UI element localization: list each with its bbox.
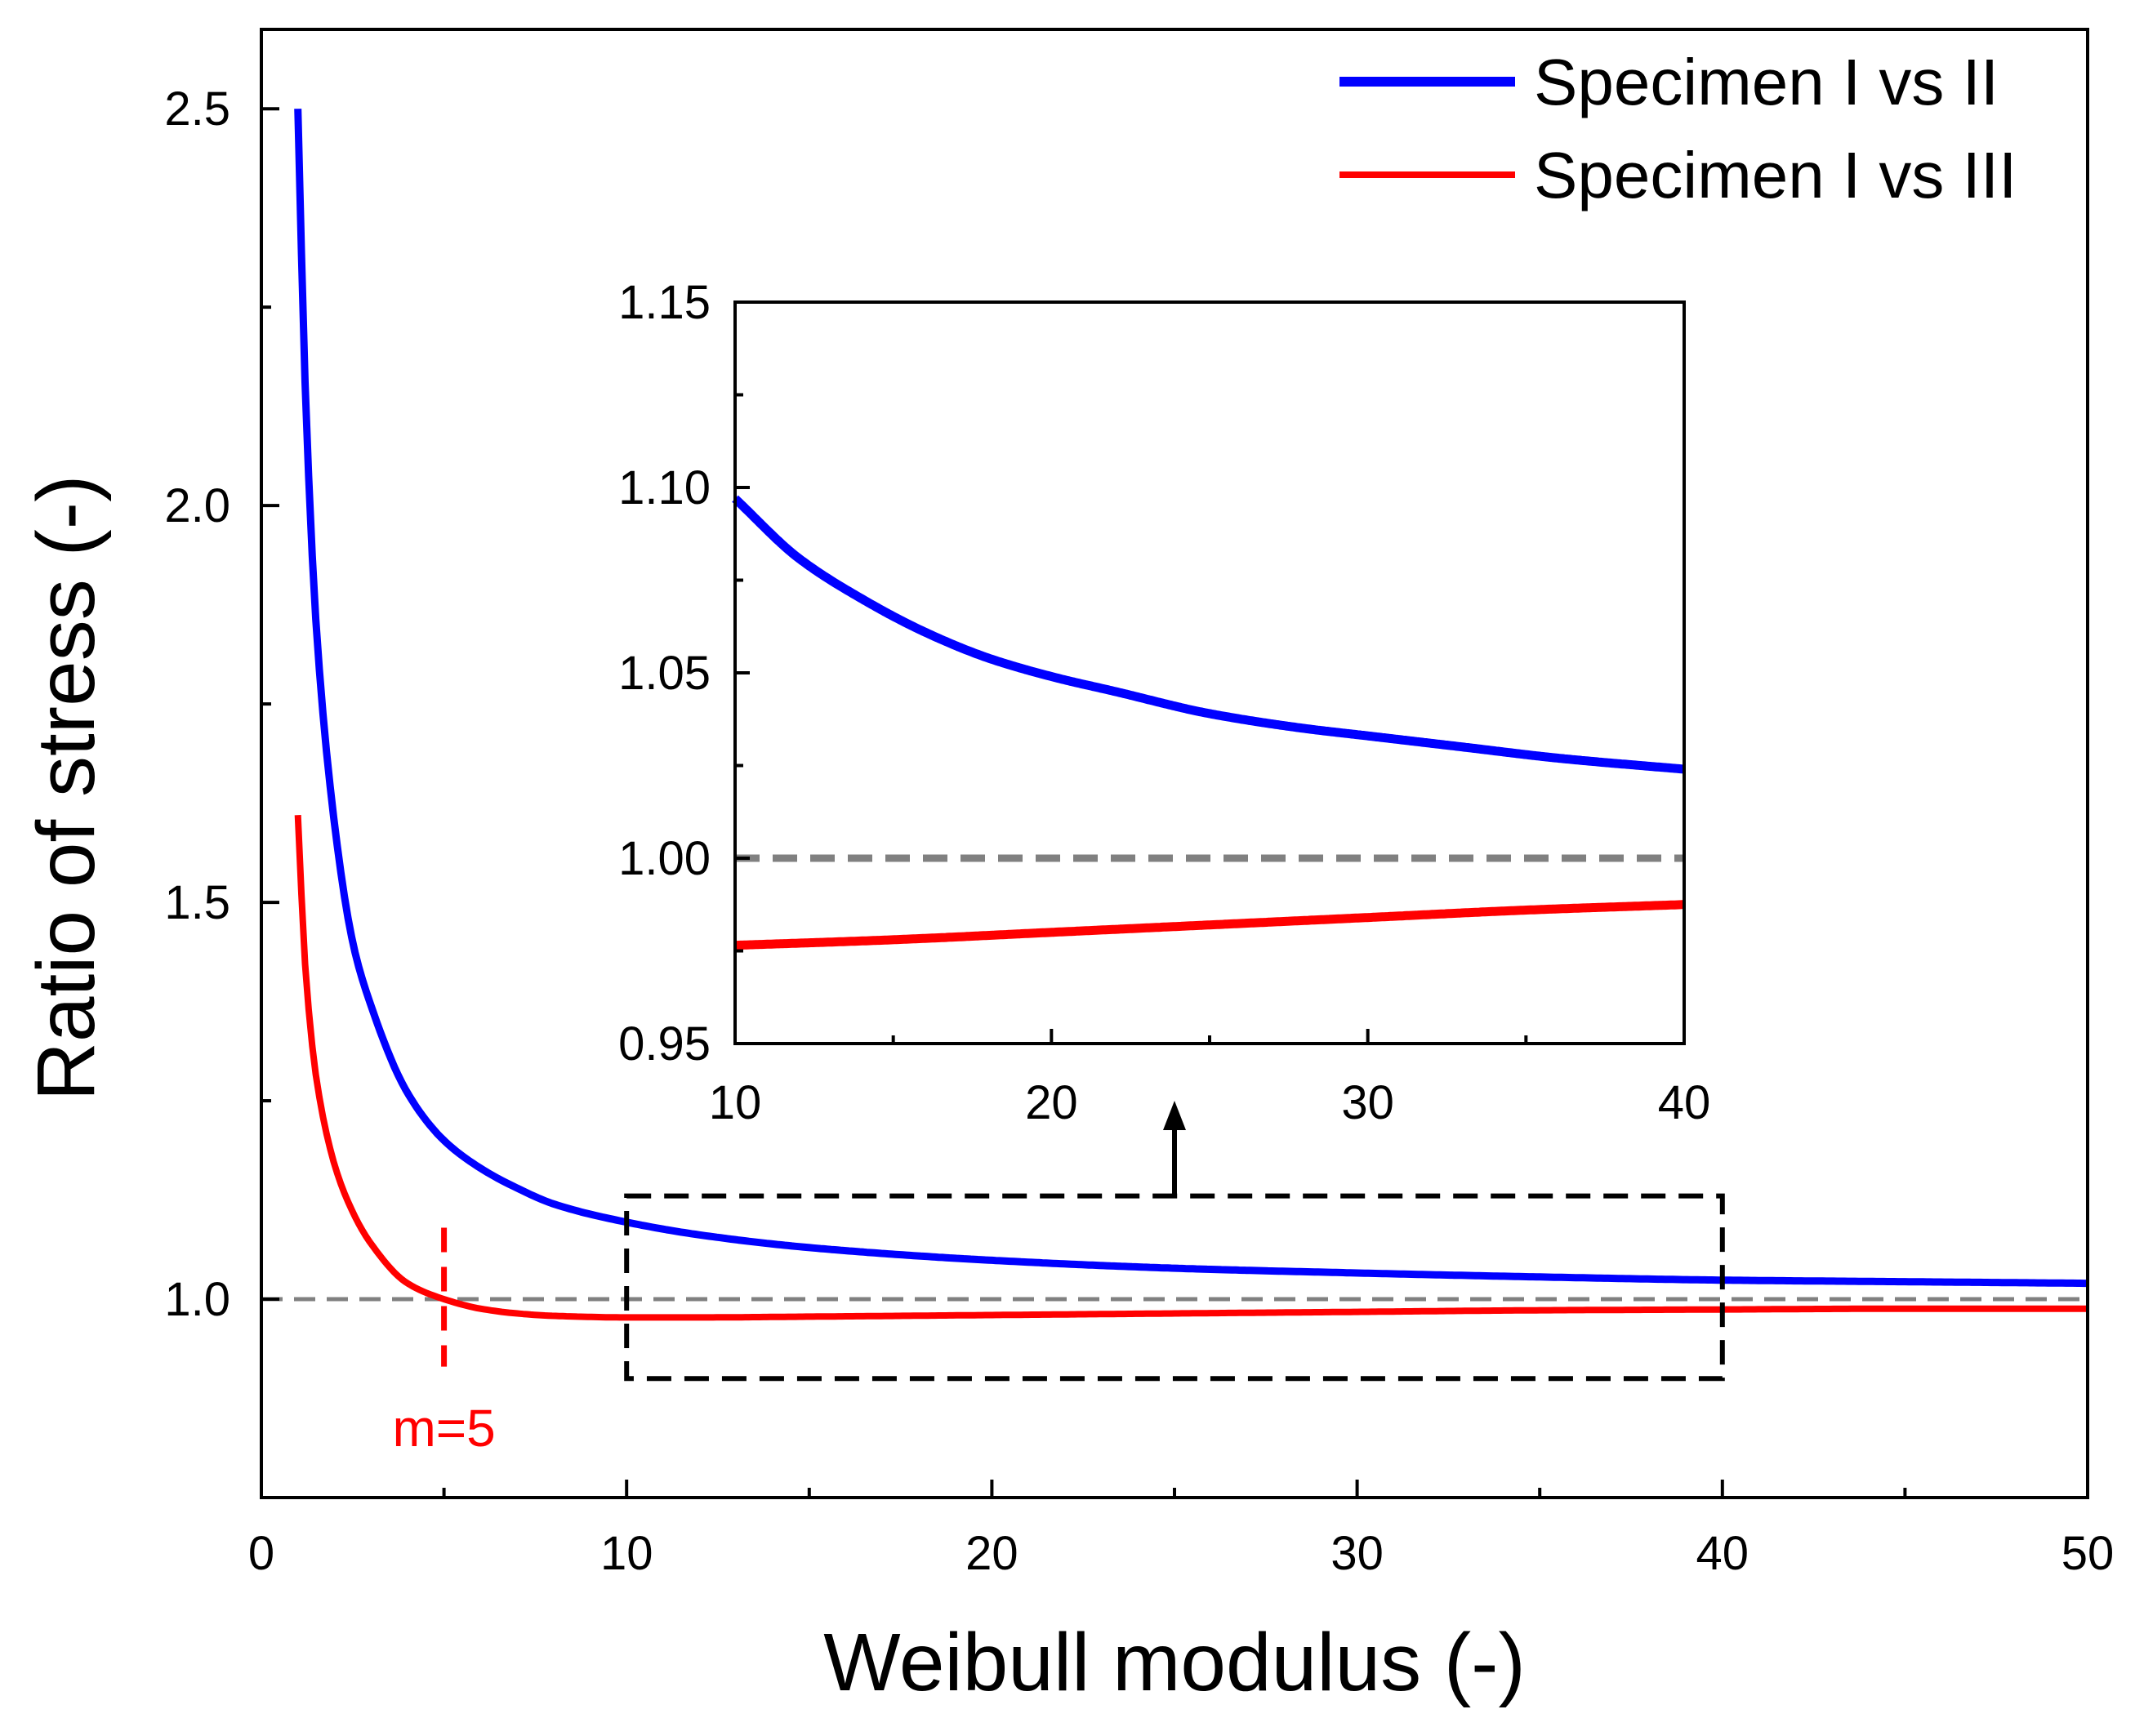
legend-label-specimen-i-vs-iii: Specimen I vs III [1534,139,2017,211]
main-plot: m=5 0 10 20 30 40 50 1.0 1.5 2.0 2.5 Weibull mod… [20,28,2114,1708]
inset-x-tick-label: 40 [1658,1076,1711,1129]
main-y-ticks: 1.0 1.5 2.0 2.5 [164,82,279,1326]
x-tick-label: 0 [248,1527,274,1580]
inset-x-tick-label: 30 [1341,1076,1394,1129]
m5-annotation: m=5 [392,1399,495,1458]
x-axis-title: Weibull modulus (-) [823,1617,1526,1708]
main-series-group [294,109,2088,1321]
legend: Specimen I vs II Specimen I vs III [1339,46,2017,211]
inset-y-ticks: 0.95 1.00 1.05 1.10 1.15 [618,276,750,1071]
y-axis-title: Ratio of stress (-) [20,475,112,1102]
inset-y-tick-label: 1.10 [618,461,711,514]
inset-background [735,302,1684,1044]
inset-y-tick-label: 0.95 [618,1017,711,1071]
series-line-specimen-i-vs-iii [294,815,2088,1321]
y-tick-label: 1.5 [164,876,230,929]
x-tick-label: 10 [600,1527,653,1580]
y-tick-label: 2.5 [164,82,230,136]
zoom-box [624,1193,1725,1382]
inset-y-tick-label: 1.00 [618,832,711,885]
y-tick-label: 1.0 [164,1273,230,1326]
inset-series-group [732,495,1687,950]
inset-y-tick-label: 1.15 [618,276,711,329]
inset-x-ticks: 10 20 30 40 [709,1029,1711,1129]
y-tick-label: 2.0 [164,479,230,532]
x-tick-label: 30 [1330,1527,1384,1580]
inset-x-tick-label: 10 [709,1076,762,1129]
inset-x-tick-label: 20 [1025,1076,1078,1129]
x-tick-label: 20 [965,1527,1018,1580]
main-x-ticks: 0 10 20 30 40 50 [248,1480,2114,1580]
legend-label-specimen-i-vs-ii: Specimen I vs II [1534,46,1999,118]
series-line-specimen-i-vs-ii [294,109,2088,1288]
x-tick-label: 40 [1696,1527,1749,1580]
inset-y-tick-label: 1.05 [618,647,711,700]
inset-series-line-specimen-i-vs-iii [732,900,1687,950]
inset-plot: 10 20 30 40 0.95 1.00 1.05 1.10 1.15 [618,276,1710,1129]
inset-series-line-specimen-i-vs-ii [732,495,1687,774]
x-tick-label: 50 [2061,1527,2115,1580]
zoom-arrow [1163,1101,1186,1196]
